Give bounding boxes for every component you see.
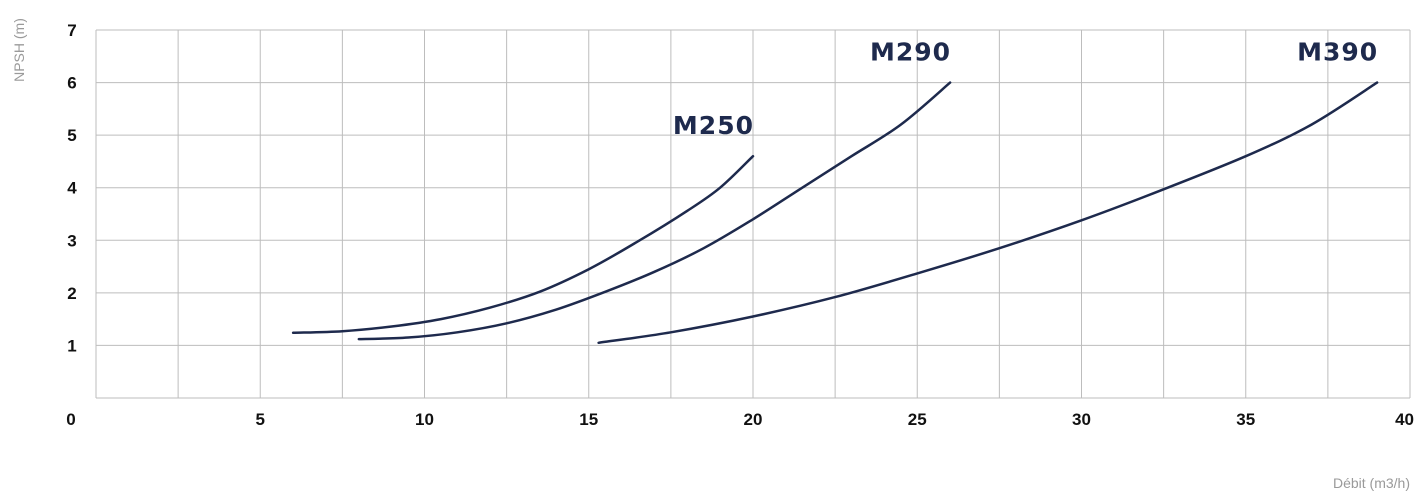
y-tick-labels: 1 2 3 4 5 6 7 xyxy=(67,21,77,355)
grid xyxy=(95,29,1411,399)
series-label-m390: M390 xyxy=(1297,38,1378,67)
x-tick-label: 20 xyxy=(744,410,763,429)
x-tick-label: 35 xyxy=(1236,410,1255,429)
series-line-m250 xyxy=(291,154,755,335)
y-tick-label: 3 xyxy=(67,231,76,250)
y-tick-label: 6 xyxy=(67,74,76,93)
x-tick-label: 25 xyxy=(908,410,927,429)
x-tick-label: 15 xyxy=(579,410,598,429)
series-label-m290: M290 xyxy=(870,38,951,67)
y-axis-title: NPSH (m) xyxy=(11,18,27,82)
y-tick-label: 4 xyxy=(67,179,77,198)
x-tick-label: 10 xyxy=(415,410,434,429)
series-line-m390 xyxy=(597,81,1379,345)
x-tick-label: 5 xyxy=(256,410,265,429)
x-tick-label: 40 xyxy=(1395,410,1414,429)
y-tick-label: 1 xyxy=(67,336,76,355)
y-tick-label: 7 xyxy=(67,21,76,40)
x-axis-title: Débit (m3/h) xyxy=(1333,475,1410,491)
series-curves xyxy=(291,81,1379,345)
series-labels: M250 M290 M390 xyxy=(673,38,1378,141)
x-tick-labels: 0 5 10 15 20 25 30 35 40 xyxy=(66,410,1414,429)
x-tick-label: 0 xyxy=(66,410,75,429)
x-tick-label: 30 xyxy=(1072,410,1091,429)
series-line-m290 xyxy=(357,81,952,341)
y-tick-label: 5 xyxy=(67,126,76,145)
y-tick-label: 2 xyxy=(67,284,76,303)
series-label-m250: M250 xyxy=(673,111,754,140)
